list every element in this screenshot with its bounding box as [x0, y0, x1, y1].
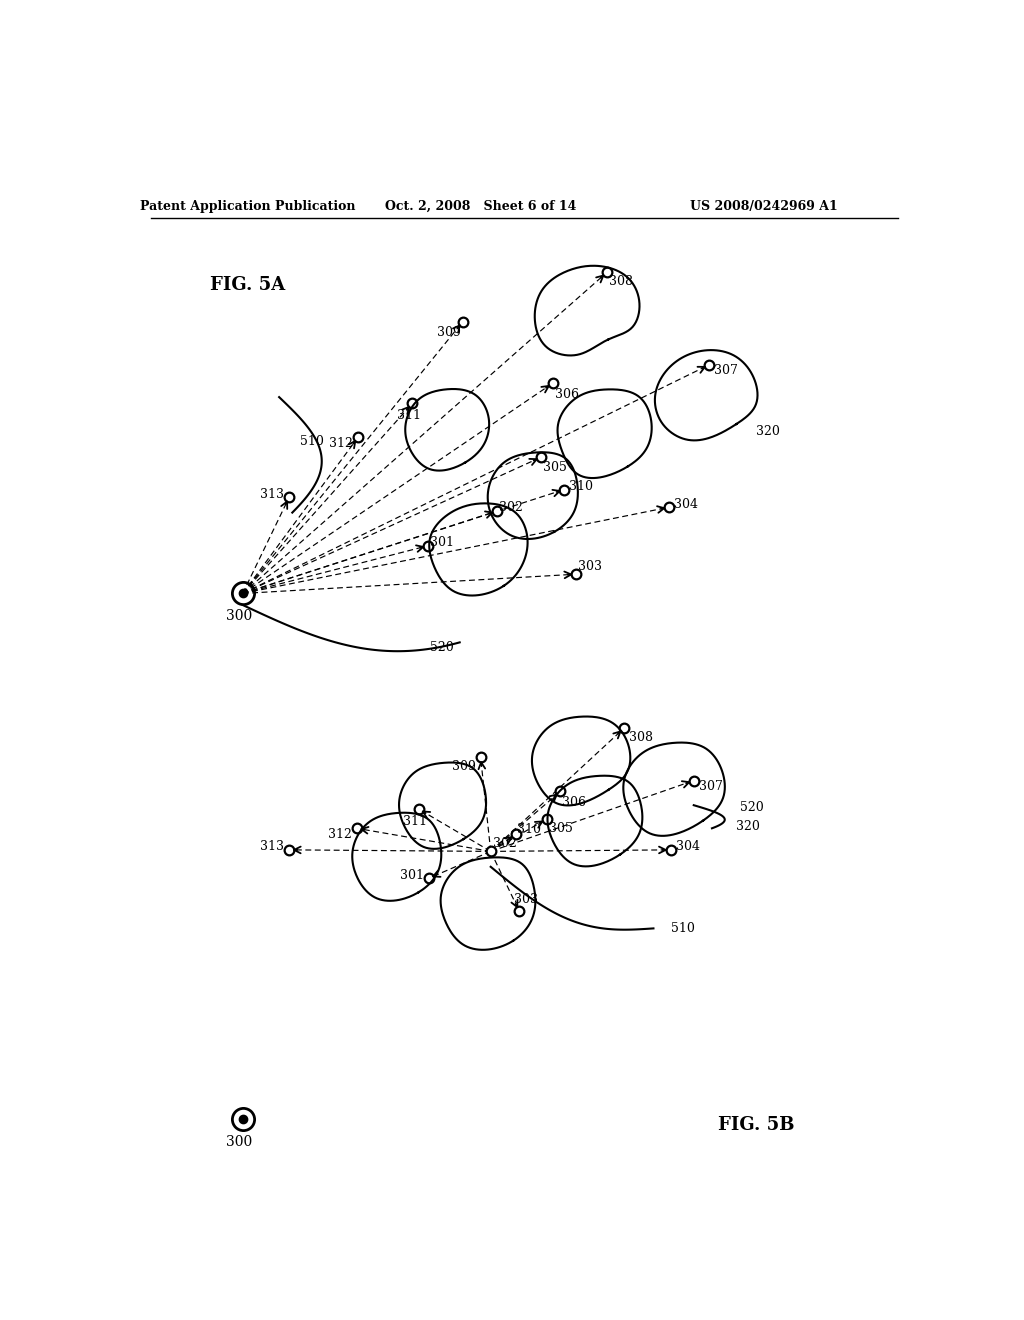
Text: 520: 520	[740, 801, 764, 814]
Text: 310: 310	[569, 480, 593, 492]
Text: 301: 301	[399, 869, 424, 882]
Text: 303: 303	[514, 892, 538, 906]
Text: 305: 305	[549, 822, 572, 834]
Text: 311: 311	[396, 409, 421, 422]
Text: 311: 311	[402, 814, 427, 828]
Text: 520: 520	[430, 640, 454, 653]
Text: 307: 307	[715, 364, 738, 378]
Text: 304: 304	[676, 841, 699, 853]
Text: 510: 510	[671, 921, 694, 935]
Text: 302: 302	[499, 502, 523, 515]
Text: 320: 320	[736, 820, 760, 833]
Text: 312: 312	[328, 828, 351, 841]
Text: 300: 300	[225, 609, 252, 623]
Text: US 2008/0242969 A1: US 2008/0242969 A1	[689, 199, 838, 213]
Text: 313: 313	[260, 841, 284, 853]
Text: Oct. 2, 2008   Sheet 6 of 14: Oct. 2, 2008 Sheet 6 of 14	[385, 199, 577, 213]
Text: 313: 313	[260, 487, 284, 500]
Text: FIG. 5A: FIG. 5A	[211, 276, 286, 294]
Text: FIG. 5B: FIG. 5B	[718, 1115, 794, 1134]
Text: 302: 302	[493, 837, 516, 850]
Text: 303: 303	[578, 560, 602, 573]
Text: 301: 301	[430, 536, 454, 549]
Text: 309: 309	[452, 760, 475, 774]
Text: 300: 300	[225, 1135, 252, 1148]
Text: 307: 307	[698, 780, 723, 793]
Text: 310: 310	[517, 824, 542, 837]
Text: 306: 306	[555, 388, 579, 400]
Text: 309: 309	[437, 326, 461, 339]
Text: 308: 308	[629, 731, 653, 744]
Text: 308: 308	[609, 275, 633, 288]
Text: 510: 510	[300, 436, 324, 449]
Text: 312: 312	[329, 437, 353, 450]
Text: Patent Application Publication: Patent Application Publication	[140, 199, 356, 213]
Text: 304: 304	[674, 498, 698, 511]
Text: 305: 305	[543, 462, 567, 474]
Text: 320: 320	[756, 425, 779, 438]
Text: 306: 306	[562, 796, 587, 809]
